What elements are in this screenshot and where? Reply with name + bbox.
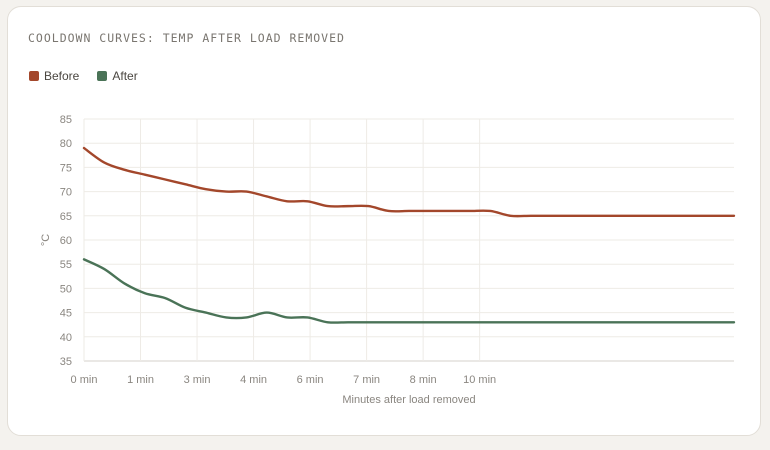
series-line-before[interactable] bbox=[82, 146, 736, 218]
y-tick-label: 70 bbox=[60, 187, 72, 199]
y-tick-label: 75 bbox=[60, 162, 72, 174]
legend-label-after: After bbox=[112, 69, 138, 83]
x-tick-label: 8 min bbox=[410, 374, 437, 386]
x-tick-label: 6 min bbox=[297, 374, 324, 386]
legend-item-before[interactable]: Before bbox=[29, 69, 79, 83]
y-tick-label: 35 bbox=[60, 356, 72, 368]
legend: Before After bbox=[29, 69, 138, 83]
x-axis-title: Minutes after load removed bbox=[342, 394, 475, 406]
chart-card bbox=[7, 6, 761, 436]
y-axis-ticks: 35 40 45 50 55 60 65 70 75 80 85 bbox=[60, 114, 72, 368]
x-axis-ticks: 0 min 1 min 3 min 4 min 6 min 7 min 8 min 10 mi… bbox=[71, 374, 497, 386]
y-tick-label: 55 bbox=[60, 259, 72, 271]
y-tick-label: 80 bbox=[60, 138, 72, 150]
legend-item-after[interactable]: After bbox=[97, 69, 138, 83]
legend-swatch-before bbox=[29, 71, 39, 81]
y-tick-label: 45 bbox=[60, 308, 72, 320]
x-tick-label: 10 min bbox=[463, 374, 496, 386]
y-tick-label: 50 bbox=[60, 283, 72, 295]
x-tick-label: 1 min bbox=[127, 374, 154, 386]
y-tick-label: 60 bbox=[60, 235, 72, 247]
x-tick-label: 3 min bbox=[184, 374, 211, 386]
legend-label-before: Before bbox=[44, 69, 80, 83]
y-tick-label: 85 bbox=[60, 114, 72, 126]
grid bbox=[83, 118, 734, 362]
y-tick-label: 40 bbox=[60, 332, 72, 344]
x-tick-label: 0 min bbox=[71, 374, 98, 386]
y-axis-title: °C bbox=[40, 234, 52, 246]
chart-title: COOLDOWN CURVES: TEMP AFTER LOAD REMOVED bbox=[28, 31, 345, 45]
legend-swatch-after bbox=[97, 71, 108, 81]
x-tick-label: 7 min bbox=[353, 374, 380, 386]
series-lines bbox=[82, 146, 736, 324]
series-line-after[interactable] bbox=[82, 258, 736, 324]
x-tick-label: 4 min bbox=[240, 374, 267, 386]
y-tick-label: 65 bbox=[60, 211, 72, 223]
